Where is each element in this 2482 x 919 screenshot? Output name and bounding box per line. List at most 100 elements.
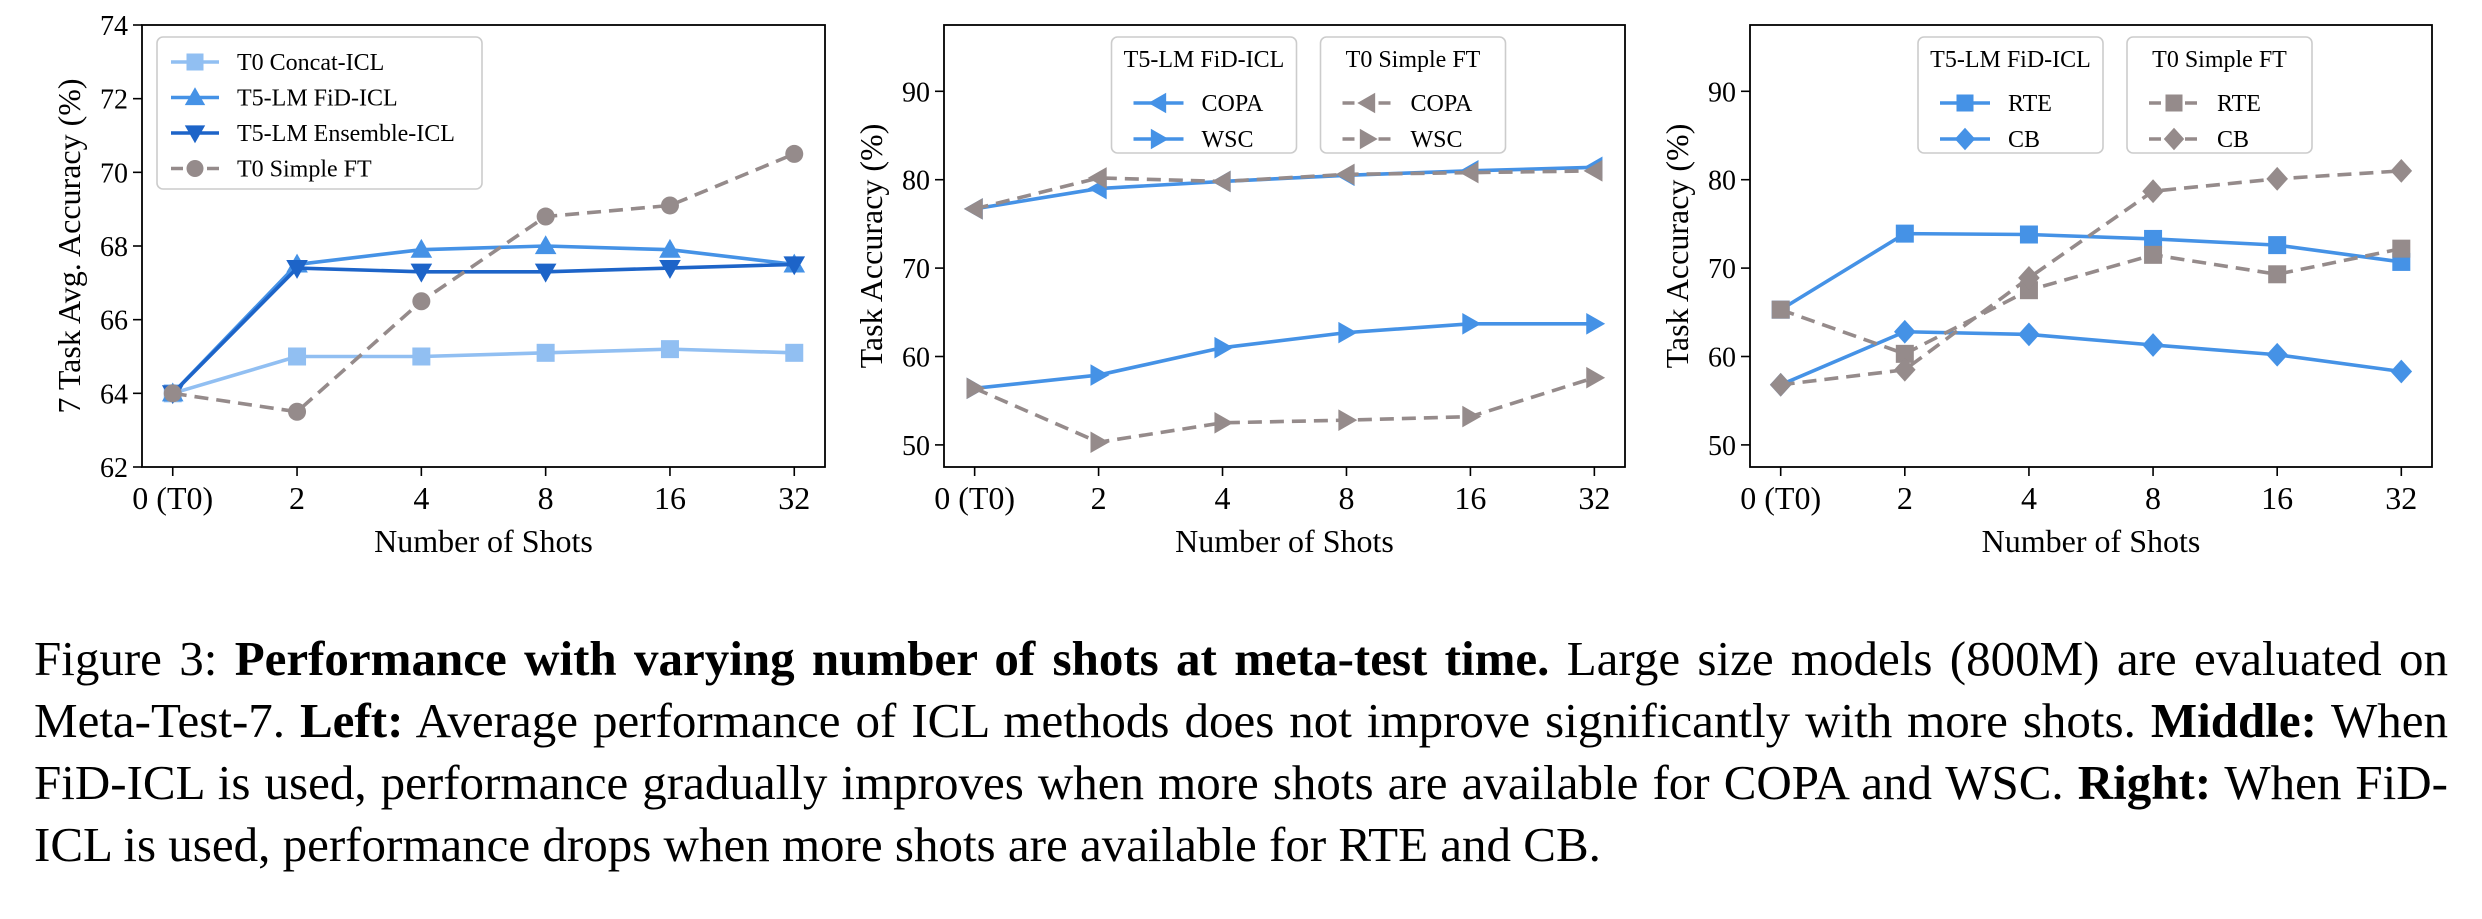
- caption-right-text: When FiD-ICL is used, performance drops …: [34, 755, 2448, 872]
- legend-group-t0-simple-ft: T0 Simple FT RTE CB: [2126, 36, 2313, 154]
- data-point: [1338, 409, 1358, 431]
- plot-frame: [141, 24, 826, 468]
- data-point: [2144, 229, 2163, 248]
- data-point: [1335, 163, 1355, 186]
- x-tick-label: 32: [1578, 480, 1610, 516]
- legend-entry-t5-lm-fid-icl: T5-LM FiD-ICL: [237, 86, 398, 112]
- data-point: [963, 198, 983, 220]
- legend-marker: [1357, 92, 1376, 114]
- series-line: [974, 321, 1595, 391]
- legend-box: [2126, 36, 2313, 154]
- caption-middle-text: When FiD-ICL is used, performance gradua…: [34, 693, 2448, 810]
- y-tick-label: 60: [902, 343, 930, 374]
- data-point: [412, 292, 431, 311]
- data-point: [1586, 312, 1606, 335]
- y-tick-label: 70: [902, 254, 930, 285]
- y-tick-label: 70: [100, 158, 128, 189]
- x-tick-label: 2: [1091, 480, 1107, 516]
- x-tick-label: 16: [654, 480, 686, 516]
- y-tick-label: 50: [902, 431, 930, 462]
- legend-title: T0 Simple FT: [1346, 47, 1481, 73]
- data-point: [2018, 322, 2040, 347]
- y-tick-label: 90: [902, 77, 930, 108]
- data-point: [1211, 170, 1231, 193]
- data-point: [410, 238, 433, 258]
- series-line: [974, 169, 1595, 211]
- data-point: [1895, 344, 1914, 363]
- data-point: [1586, 366, 1606, 389]
- legend-entry-wsc: WSC: [1411, 127, 1463, 153]
- legend-title: T0 Simple FT: [2152, 47, 2287, 73]
- legend-box: [1110, 36, 1298, 154]
- series-cb-group-1: [1769, 158, 2413, 397]
- x-tick-label: 0 (T0): [1740, 480, 1821, 516]
- legend-entry-wsc: WSC: [1202, 127, 1254, 153]
- legend: T0 Concat-ICL T5-LM FiD-ICL T5-LM Ensemble…: [156, 36, 483, 190]
- data-point: [288, 402, 307, 421]
- x-axis-label: Number of Shots: [1982, 523, 2201, 559]
- data-point: [534, 263, 557, 283]
- legend-group-t5-lm-fid-icl: T5-LM FiD-ICL RTE CB: [1917, 36, 2104, 154]
- y-tick-label: 50: [1708, 431, 1736, 462]
- data-point: [659, 238, 681, 258]
- series-copa-group-1: [963, 160, 1603, 220]
- data-point: [1894, 319, 1916, 344]
- figure-caption: Figure 3: Performance with varying numbe…: [34, 628, 2448, 876]
- y-tick-label: 68: [100, 232, 128, 263]
- data-point: [1087, 167, 1107, 189]
- x-tick-label: 16: [2261, 480, 2293, 516]
- legend-marker: [186, 160, 204, 177]
- y-axis-label: 7 Task Avg. Accuracy (%): [51, 78, 87, 413]
- data-point: [1895, 224, 1914, 243]
- series-wsc-group-1: [966, 366, 1606, 454]
- data-point: [2018, 265, 2040, 290]
- legend-entry-t0-concat-icl: T0 Concat-ICL: [237, 50, 384, 76]
- y-tick-label: 70: [1708, 254, 1736, 285]
- chart-middle: 50 60 70 80 90 0 (T0) 2 4 8 16 32 Number of Shots Ta…: [853, 24, 1626, 559]
- legend-marker: [1956, 94, 1974, 112]
- x-tick-label: 0 (T0): [132, 480, 213, 516]
- legend-title: T5-LM FiD-ICL: [1930, 47, 2091, 73]
- figure-3: 62 64 66 68 70 72 74 0 (T0) 2 4 8 16 32 Number of Sho…: [51, 11, 2433, 559]
- x-tick-label: 32: [2385, 480, 2417, 516]
- y-tick-label: 80: [1708, 166, 1736, 197]
- series-t5-lm-ensemble-icl: [161, 256, 806, 405]
- data-point: [2144, 245, 2163, 264]
- legend-marker: [186, 53, 204, 71]
- data-point: [536, 207, 555, 226]
- data-point: [534, 235, 557, 255]
- data-point: [1462, 312, 1482, 335]
- y-tick-label: 74: [100, 11, 128, 42]
- legend-entry-cb: CB: [2008, 127, 2040, 153]
- data-point: [1459, 161, 1479, 184]
- data-point: [1214, 412, 1234, 434]
- series-line: [172, 152, 795, 414]
- data-point: [2019, 225, 2038, 244]
- series-copa-group-0: [963, 156, 1603, 220]
- y-tick-label: 60: [1708, 343, 1736, 374]
- chart-right: 50 60 70 80 90 0 (T0) 2 4 8 16 32 Number of Shots Ta…: [1659, 24, 2433, 559]
- legend-marker: [1148, 92, 1167, 114]
- series-t5-lm-fid-icl: [161, 235, 806, 402]
- series-line: [171, 244, 795, 395]
- data-point: [2266, 342, 2288, 367]
- data-point: [2142, 333, 2164, 357]
- series-line: [1779, 329, 2402, 387]
- series-t0-concat-icl: [163, 340, 804, 403]
- y-tick-label: 62: [100, 453, 128, 484]
- plot-frame: [943, 24, 1626, 468]
- legend-box: [1917, 36, 2104, 154]
- x-tick-label: 0 (T0): [934, 480, 1015, 516]
- data-point: [2266, 166, 2288, 191]
- legend-marker: [2165, 94, 2183, 112]
- legend-entry-t5-lm-ensemble-icl: T5-LM Ensemble-ICL: [237, 121, 455, 147]
- legend-marker: [2163, 127, 2185, 151]
- data-point: [1894, 357, 1916, 382]
- legend-marker: [184, 125, 206, 144]
- data-point: [2019, 281, 2038, 300]
- data-point: [410, 263, 433, 283]
- x-tick-label: 4: [1215, 480, 1231, 516]
- data-point: [660, 340, 679, 359]
- legend-group-t0-simple-ft: T0 Simple FT COPA WSC: [1319, 36, 1507, 154]
- series-line: [1780, 169, 2402, 387]
